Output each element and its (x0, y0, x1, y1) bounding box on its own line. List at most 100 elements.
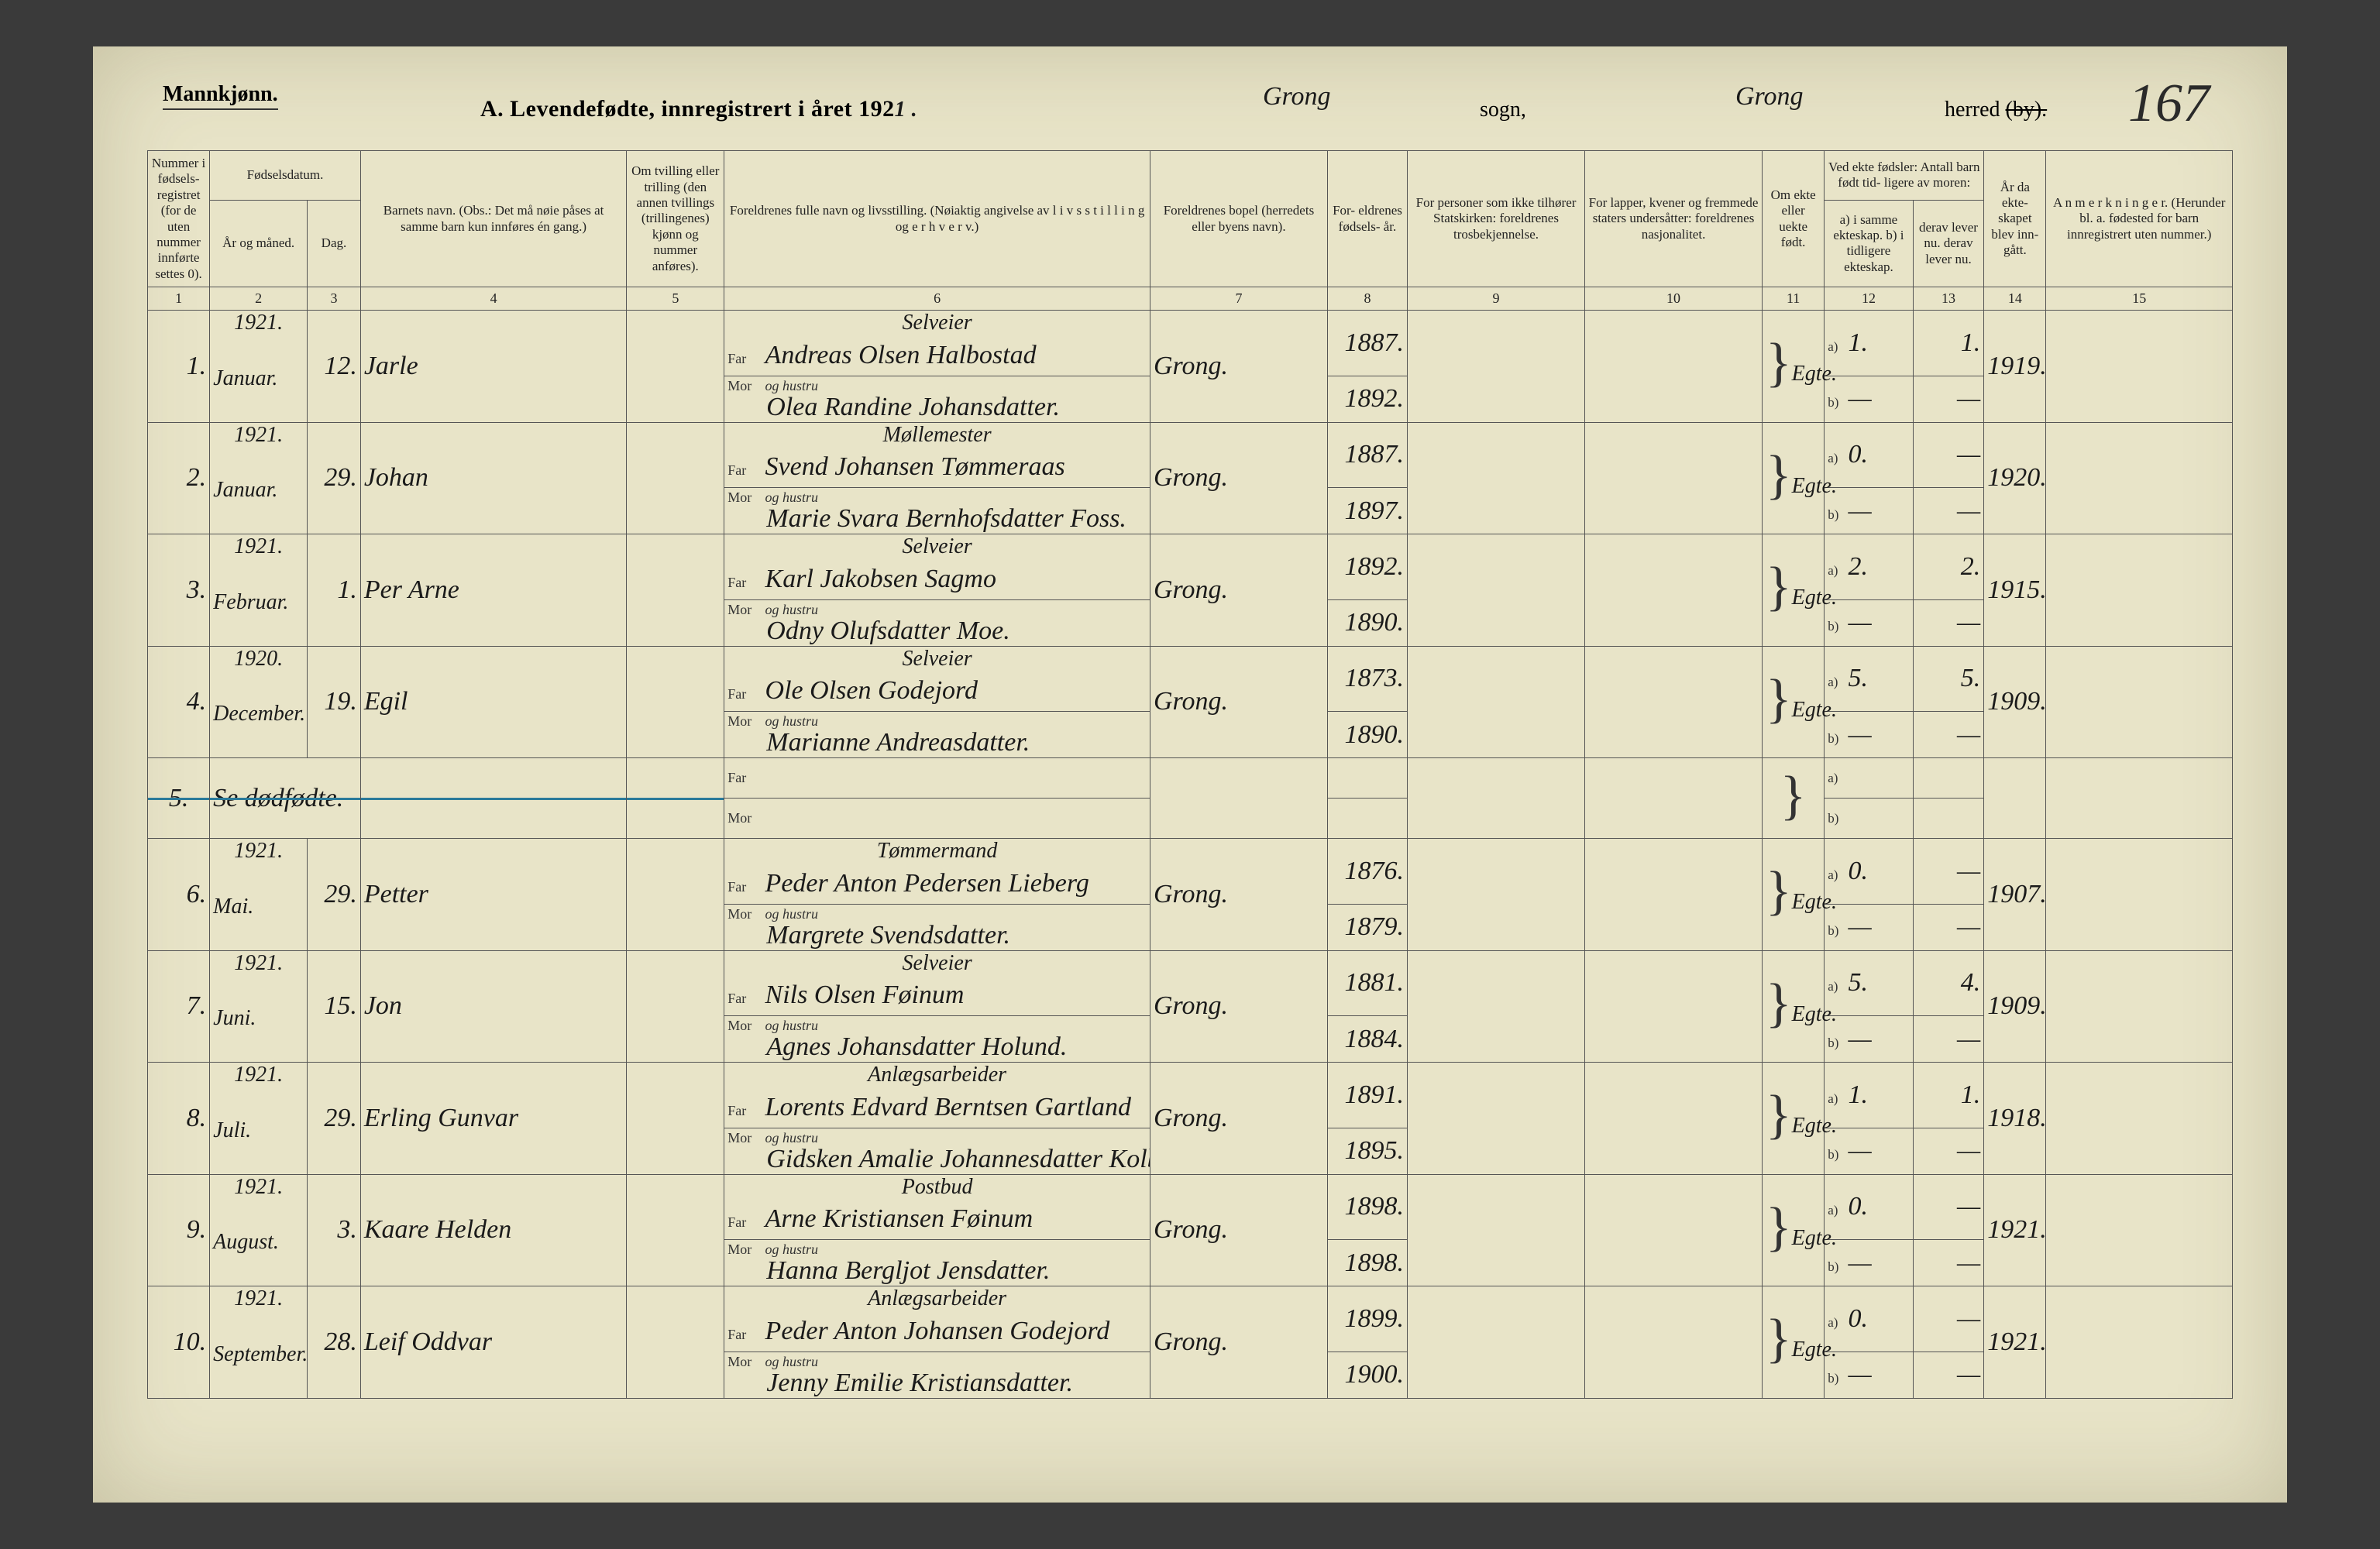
cell-15 (2046, 1063, 2233, 1175)
colnum-10: 10 (1585, 287, 1763, 311)
cell-far-year: 1881. (1327, 950, 1407, 1016)
cell-far-year: 1892. (1327, 534, 1407, 600)
herred-text: herred (1945, 98, 2000, 122)
hdr-col12-top: Ved ekte fødsler: Antall barn født tid- … (1825, 151, 1984, 201)
paper-sheet: Mannkjønn. A. Levendefødte, innregistrer… (93, 46, 2287, 1503)
cell-occupation: Selveier (724, 534, 1150, 560)
cell-ekte: }Egte. (1763, 422, 1825, 534)
cell-mor: Mor og hustruOdny Olufsdatter Moe. (724, 599, 1150, 646)
colnum-11: 11 (1763, 287, 1825, 311)
cell-mor: Mor og hustruGidsken Amalie Johannesdatt… (724, 1128, 1150, 1174)
cell-10 (1585, 534, 1763, 647)
cell-day: 29. (308, 422, 361, 534)
cell-twin (627, 1063, 724, 1175)
cell-far: Far (724, 758, 1150, 799)
cell-9 (1408, 534, 1585, 647)
cell-mor-year: 1898. (1327, 1240, 1407, 1286)
cell-9 (1408, 311, 1585, 423)
cell-mor: Mor og hustruHanna Bergljot Jensdatter. (724, 1240, 1150, 1286)
title-printed: A. Levendefødte, innregistrert i året 19… (480, 96, 917, 122)
hdr-col9: For personer som ikke tilhører Statskirk… (1408, 151, 1585, 287)
herred-handwritten: Grong (1735, 84, 1804, 110)
cell-far: Far Nils Olsen Føinum (724, 976, 1150, 1016)
cell-child: Leif Oddvar (360, 1286, 627, 1399)
sogn-handwritten: Grong (1263, 84, 1331, 110)
cell-bopel (1150, 758, 1327, 839)
colnum-9: 9 (1408, 287, 1585, 311)
cell-far-year: 1873. (1327, 646, 1407, 712)
cell-far: Far Svend Johansen Tømmeraas (724, 448, 1150, 488)
cell-bopel: Grong. (1150, 950, 1327, 1063)
cell-ekte: }Egte. (1763, 1174, 1825, 1286)
cell-mor-year: 1892. (1327, 376, 1407, 422)
cell-13a: — (1913, 422, 1984, 488)
cell-9 (1408, 422, 1585, 534)
cell-occupation: Tømmermand (724, 839, 1150, 864)
cell-far: Far Andreas Olsen Halbostad (724, 335, 1150, 376)
cell-day: 1. (308, 534, 361, 647)
cell-13a (1913, 758, 1984, 799)
cell-12b: b) — (1825, 904, 1914, 950)
colnum-12: 12 (1825, 287, 1914, 311)
cell-ekte: } (1763, 758, 1825, 839)
row-number: 4. (148, 646, 210, 758)
cell-15 (2046, 646, 2233, 758)
cell-bopel: Grong. (1150, 534, 1327, 647)
cell-13a: — (1913, 839, 1984, 905)
row-number: 3. (148, 534, 210, 647)
cell-12a: a) 0. (1825, 422, 1914, 488)
colnum-5: 5 (627, 287, 724, 311)
cell-far-year (1327, 758, 1407, 799)
cell-far: Far Peder Anton Pedersen Lieberg (724, 864, 1150, 904)
cell-12a: a) 0. (1825, 1286, 1914, 1352)
table-row-struck: 5.Se dødfødte.Far}a) (148, 758, 2233, 799)
cell-day: 29. (308, 1063, 361, 1175)
cell-13b: — (1913, 712, 1984, 758)
cell-mor: Mor og hustruMarie Svara Bernhofsdatter … (724, 488, 1150, 534)
cell-15 (2046, 311, 2233, 423)
cell-13a: — (1913, 1286, 1984, 1352)
cell-ekte: }Egte. (1763, 646, 1825, 758)
cell-far: Far Karl Jakobsen Sagmo (724, 559, 1150, 599)
cell-day: 28. (308, 1286, 361, 1399)
cell-mor-year: 1900. (1327, 1352, 1407, 1398)
column-number-row: 1 2 3 4 5 6 7 8 9 10 11 12 13 14 15 (148, 287, 2233, 311)
cell-9 (1408, 950, 1585, 1063)
cell-year: 1921. (210, 534, 308, 560)
cell-bopel: Grong. (1150, 311, 1327, 423)
row-number: 6. (148, 839, 210, 951)
cell-mor-year (1327, 799, 1407, 839)
cell-10 (1585, 646, 1763, 758)
cell-mor: Mor og hustruAgnes Johansdatter Holund. (724, 1016, 1150, 1063)
cell-12b: b) — (1825, 1352, 1914, 1398)
cell-day: 19. (308, 646, 361, 758)
cell-mor: Mor og hustruOlea Randine Johansdatter. (724, 376, 1150, 422)
cell-year: 1920. (210, 646, 308, 671)
cell-15 (2046, 422, 2233, 534)
cell-year: 1921. (210, 1063, 308, 1088)
row-number: 9. (148, 1174, 210, 1286)
cell-twin (627, 839, 724, 951)
cell-twin (627, 1174, 724, 1286)
cell-child: Kaare Helden (360, 1174, 627, 1286)
cell-year: 1921. (210, 311, 308, 336)
cell-far-year: 1891. (1327, 1063, 1407, 1128)
cell-child (360, 758, 627, 839)
cell-month: Mai. (210, 864, 308, 950)
cell-far-year: 1899. (1327, 1286, 1407, 1352)
cell-15 (2046, 950, 2233, 1063)
hdr-col2a: År og måned. (210, 200, 308, 287)
cell-bopel: Grong. (1150, 839, 1327, 951)
cell-child: Johan (360, 422, 627, 534)
cell-12b: b) — (1825, 1240, 1914, 1286)
cell-twin (627, 950, 724, 1063)
hdr-col8: For- eldrenes fødsels- år. (1327, 151, 1407, 287)
cell-12a: a) 0. (1825, 839, 1914, 905)
cell-month: December. (210, 671, 308, 758)
cell-12b: b) — (1825, 1128, 1914, 1174)
hdr-col2-top: Fødselsdatum. (210, 151, 361, 201)
cell-10 (1585, 1286, 1763, 1399)
cell-13b (1913, 799, 1984, 839)
cell-9 (1408, 1286, 1585, 1399)
cell-mor-year: 1897. (1327, 488, 1407, 534)
